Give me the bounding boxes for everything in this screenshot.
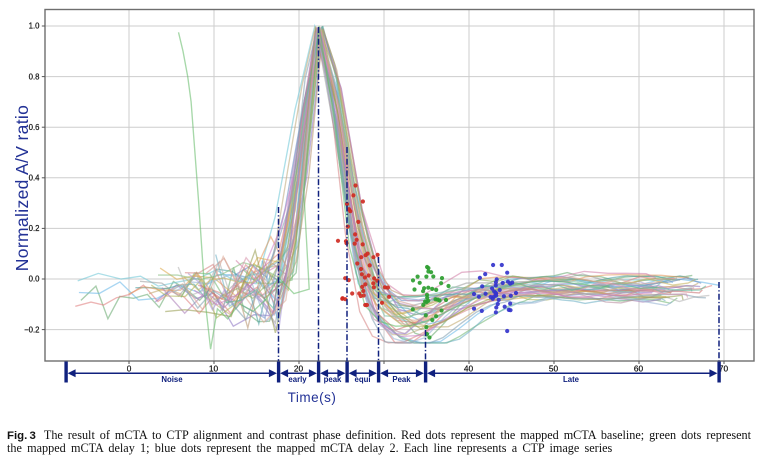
svg-text:Late: Late	[563, 375, 580, 384]
svg-text:20: 20	[294, 364, 304, 374]
svg-text:70: 70	[719, 364, 729, 374]
svg-text:50: 50	[549, 364, 559, 374]
svg-text:0.6: 0.6	[29, 123, 40, 132]
svg-text:1.0: 1.0	[29, 22, 41, 31]
svg-text:0.4: 0.4	[29, 174, 41, 183]
svg-text:0: 0	[127, 364, 132, 374]
svg-text:Peak: Peak	[392, 375, 411, 384]
svg-text:−0.2: −0.2	[24, 325, 39, 334]
svg-text:10: 10	[209, 364, 219, 374]
svg-text:40: 40	[464, 364, 474, 374]
svg-text:early: early	[288, 375, 307, 384]
svg-text:Time(s): Time(s)	[288, 390, 337, 405]
svg-text:equi: equi	[354, 375, 370, 384]
svg-text:0.0: 0.0	[29, 275, 41, 284]
svg-text:60: 60	[634, 364, 644, 374]
svg-text:0.8: 0.8	[29, 72, 40, 81]
svg-text:Normalized A/V ratio: Normalized A/V ratio	[12, 105, 32, 272]
svg-text:0.2: 0.2	[29, 224, 40, 233]
svg-text:peak: peak	[324, 375, 342, 384]
svg-text:Noise: Noise	[161, 375, 183, 384]
